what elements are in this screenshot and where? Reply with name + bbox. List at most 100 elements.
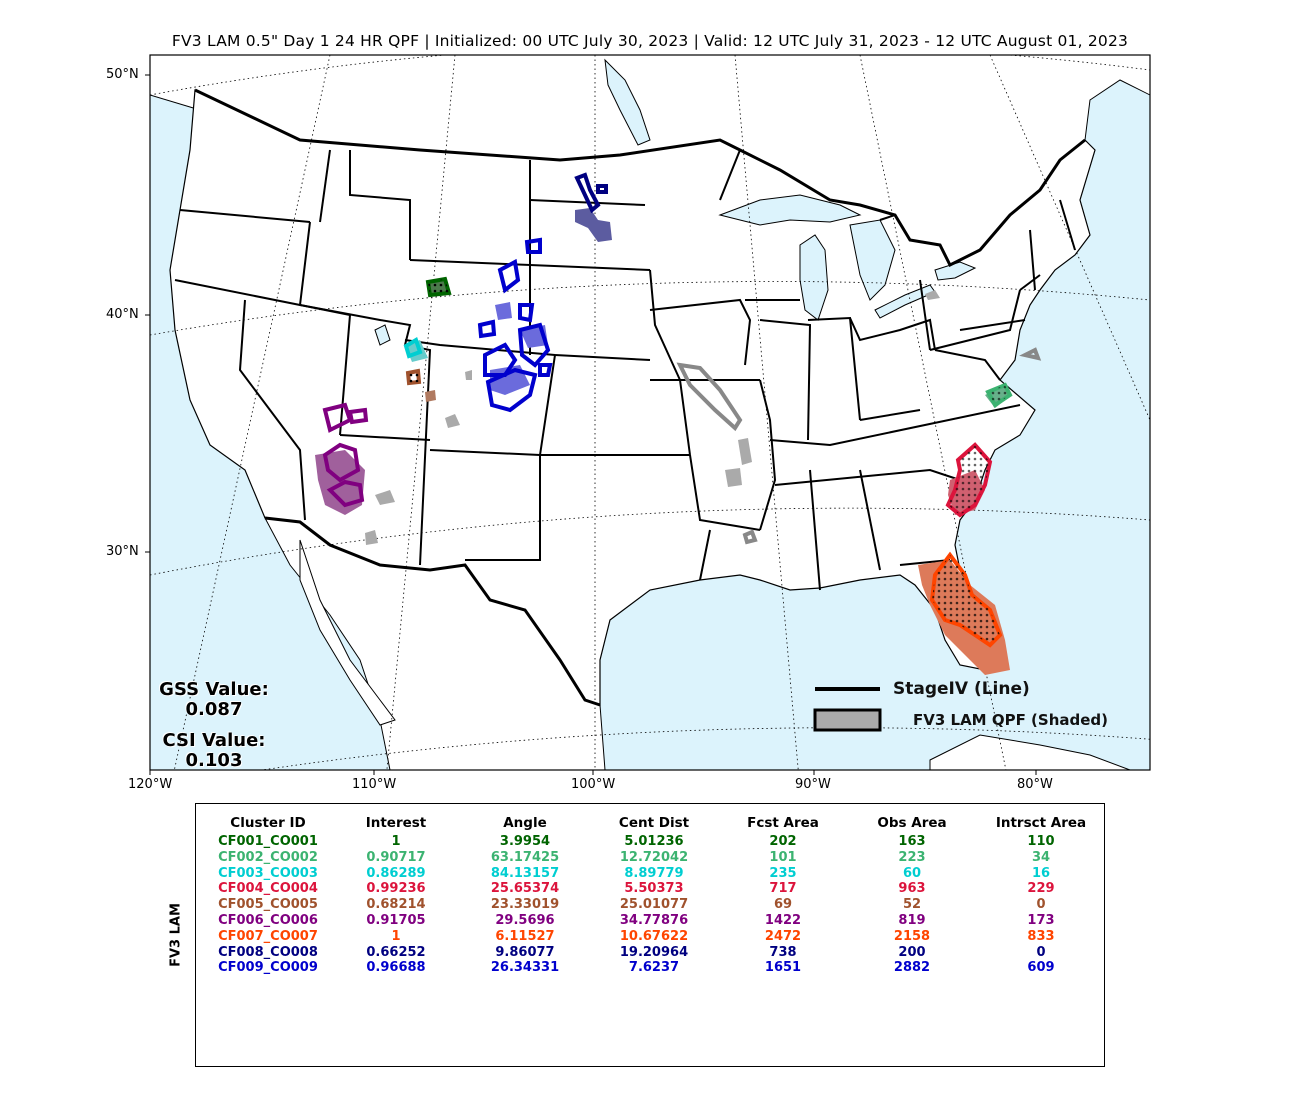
table-cell: 101 [769, 849, 797, 865]
fcst-object-gray [375, 490, 395, 505]
table-cell: 1 [391, 928, 401, 944]
table-header: Interest [365, 815, 427, 831]
table-cell: 84.13157 [490, 865, 560, 881]
obs-outline-cf006 [347, 407, 369, 425]
lake-huron [849, 219, 896, 301]
table-cell: 2472 [764, 928, 802, 944]
lake-michigan [799, 234, 829, 321]
table-cell: CF004_CO004 [218, 881, 318, 897]
obs-outline-cf009 [497, 258, 521, 294]
table-cell: 8.89779 [624, 865, 684, 881]
fcst-object-cf008 [575, 208, 612, 242]
us-canada-border [194, 88, 1086, 268]
table-cell: 0.68214 [366, 897, 426, 913]
table-cell: 0.66252 [366, 944, 426, 960]
table-header: Fcst Area [747, 815, 819, 831]
table-cell: 3.9954 [499, 834, 551, 849]
obs-outline-gray [676, 362, 743, 432]
fcst-object-gray [738, 438, 752, 465]
table-cell: 0.86289 [366, 865, 426, 881]
table-cell: 717 [769, 881, 797, 897]
fcst-object-cf009 [495, 302, 512, 320]
lon-label: 110°W [352, 777, 397, 792]
obs-outline-cf008 [596, 184, 608, 194]
table-cell: 7.6237 [628, 960, 680, 976]
map-canvas [145, 54, 1151, 775]
table-cell: 229 [1027, 881, 1055, 897]
fcst-object-gray [465, 370, 472, 380]
table-cell: 25.65374 [490, 881, 560, 897]
table-cell: 10.67622 [619, 928, 689, 944]
table-cell: 200 [898, 944, 926, 960]
fcst-object-cf005 [425, 390, 436, 402]
obs-outline-cf009 [485, 367, 538, 413]
table-cell: 25.01077 [619, 897, 689, 913]
obs-outline-cf009 [477, 319, 497, 339]
table-cell: 5.50373 [624, 881, 684, 897]
obs-outline-cf009 [538, 363, 553, 377]
table-cell: 0.90717 [366, 849, 426, 865]
table-cell: 1651 [764, 960, 802, 976]
fcst-object-gray [725, 468, 742, 487]
table-header: Obs Area [877, 815, 947, 831]
intersection-dots [408, 279, 1010, 645]
cuba [929, 734, 1131, 770]
table-cell: 29.5696 [495, 913, 555, 928]
table-cell: 52 [902, 897, 922, 913]
table-cell: 163 [898, 834, 926, 849]
map-frame [149, 54, 1151, 771]
obs-outline-gray [742, 529, 758, 545]
table-cell: 173 [1027, 913, 1055, 928]
csi-label: CSI Value: [162, 730, 266, 751]
table-cell: CF007_CO007 [218, 928, 318, 944]
table-cell: CF008_CO008 [218, 944, 318, 960]
table-cell: 1422 [764, 913, 802, 928]
table-cell: 609 [1027, 960, 1055, 976]
table-cell: 16 [1031, 865, 1051, 881]
table-side-label: FV3 LAM [168, 903, 184, 967]
obs-outline-cf009 [483, 342, 518, 377]
table-cell: 0.91705 [366, 913, 426, 928]
table-cell: 0.96688 [366, 960, 426, 976]
table-header: Cent Dist [618, 815, 690, 831]
lat-label: 30°N [106, 544, 139, 559]
table-cell: 2158 [893, 928, 931, 944]
table-header: Cluster ID [230, 815, 306, 831]
table-cell: 223 [898, 849, 926, 865]
table-cell: CF002_CO002 [218, 849, 318, 865]
us-mexico-border [264, 516, 601, 707]
table-cell: 235 [769, 865, 797, 881]
table-cell: 19.20964 [619, 944, 689, 960]
fcst-object-gray [925, 290, 940, 300]
table-header: Angle [503, 815, 547, 831]
obs-outline-gray [1019, 347, 1042, 361]
table-cell: 34.77876 [619, 913, 689, 928]
map-frame-content [150, 55, 1150, 770]
stats-table [195, 803, 1105, 1067]
table-cell: 202 [769, 834, 797, 849]
csi-value: 0.103 [185, 750, 243, 771]
map-title: FV3 LAM 0.5" Day 1 24 HR QPF | Initializ… [171, 32, 1129, 50]
table-cell: CF005_CO005 [218, 897, 318, 913]
table-cell: 34 [1031, 849, 1051, 865]
table-cell: 0 [1036, 897, 1046, 913]
lon-label: 120°W [128, 777, 173, 792]
table-cell: 12.72042 [619, 849, 689, 865]
axis-ticks [145, 74, 1037, 775]
lon-label: 90°W [795, 777, 831, 792]
table-cell: 69 [773, 897, 793, 913]
obs-outline-cf006 [322, 442, 361, 483]
great-salt-lake [374, 324, 391, 346]
table-cell: 0 [1036, 944, 1046, 960]
lat-label: 40°N [106, 307, 139, 322]
table-cell: 9.86077 [495, 944, 555, 960]
legend-shaded-label: FV3 LAM QPF (Shaded) [913, 711, 1109, 729]
table-cell: 963 [898, 881, 926, 897]
gss-value: 0.087 [185, 699, 243, 720]
lon-label: 80°W [1017, 777, 1053, 792]
obs-outline-cf006 [326, 479, 365, 508]
graticule [150, 55, 1150, 770]
table-cell: 63.17425 [490, 849, 560, 865]
table-cell: 0.99236 [366, 881, 426, 897]
table-cell: CF003_CO003 [218, 865, 318, 881]
